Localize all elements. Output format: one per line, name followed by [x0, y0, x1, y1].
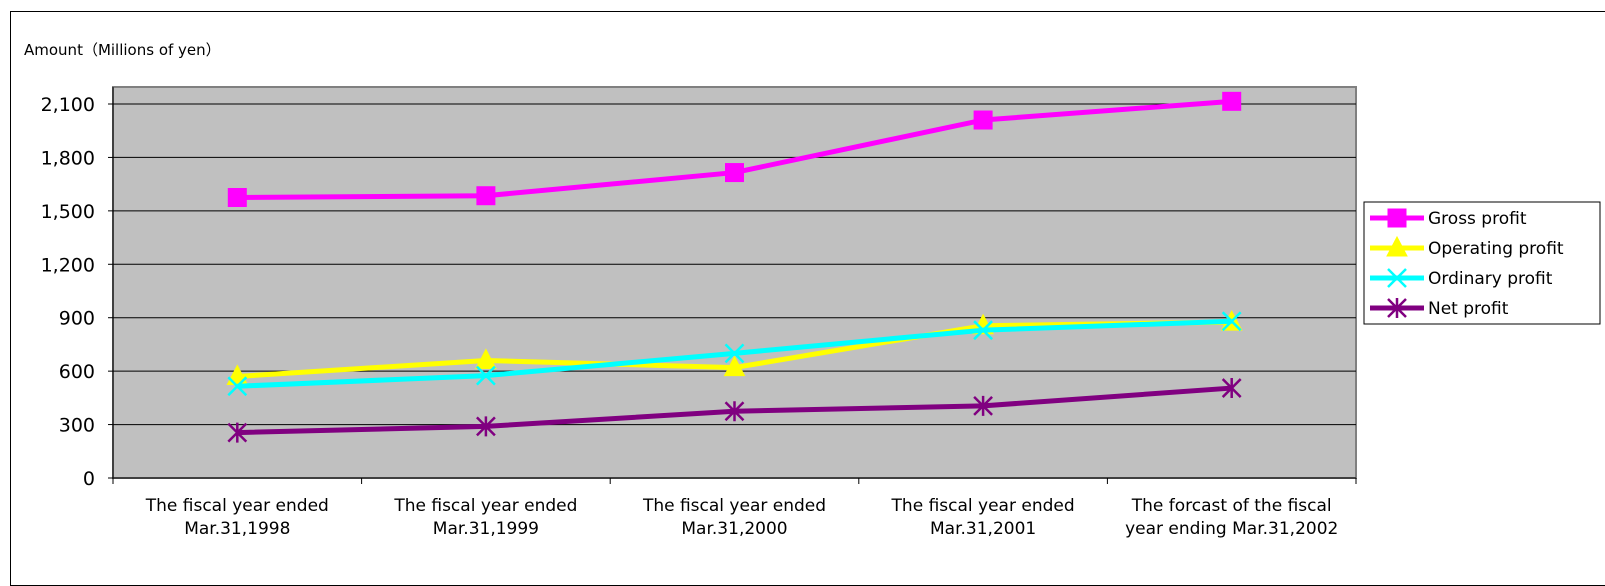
- data-point: [725, 163, 744, 183]
- legend-label: Net profit: [1428, 299, 1509, 319]
- data-point: [1221, 311, 1242, 332]
- data-point: [973, 320, 993, 341]
- y-tick-label: 1,200: [41, 254, 95, 276]
- legend-label: Gross profit: [1428, 209, 1527, 229]
- legend: [1363, 201, 1601, 325]
- x-tick-label: The fiscal year ended Mar.31,2000: [642, 496, 826, 539]
- y-tick-label: 2,100: [41, 94, 95, 116]
- data-point: [973, 110, 993, 130]
- data-point: [475, 348, 497, 369]
- data-point: [476, 365, 496, 386]
- data-point: [227, 376, 248, 397]
- data-point: [476, 186, 496, 206]
- legend-marker: [1386, 235, 1408, 257]
- data-point: [973, 395, 993, 416]
- legend-label: Operating profit: [1428, 239, 1564, 259]
- data-point: [1221, 378, 1242, 399]
- data-point: [476, 416, 496, 437]
- x-tick-label: The fiscal year ended Mar.31,1999: [393, 496, 577, 539]
- data-point: [1222, 91, 1242, 111]
- y-tick-label: 300: [59, 415, 95, 437]
- data-point: [227, 188, 247, 207]
- x-tick-label: The fiscal year ended Mar.31,2001: [891, 496, 1075, 539]
- data-point: [724, 343, 745, 364]
- legend-marker: [1387, 268, 1407, 288]
- y-tick-label: 600: [59, 361, 95, 383]
- y-tick-label: 0: [83, 468, 95, 490]
- x-tick-label: The forcast of the fiscal year ending Mar…: [1125, 496, 1338, 539]
- x-tick-label: The fiscal year ended Mar.31,1998: [145, 496, 329, 539]
- legend-label: Ordinary profit: [1428, 269, 1553, 289]
- legend-marker: [1387, 208, 1407, 228]
- y-tick-label: 900: [59, 308, 95, 330]
- legend-marker: [1387, 298, 1407, 318]
- data-point: [724, 401, 745, 422]
- y-tick-label: 1,500: [41, 201, 95, 223]
- y-tick-label: 1,800: [41, 147, 95, 169]
- data-point: [723, 355, 746, 377]
- data-point: [227, 422, 248, 443]
- y-axis-label: Amount（Millions of yen）: [24, 41, 221, 59]
